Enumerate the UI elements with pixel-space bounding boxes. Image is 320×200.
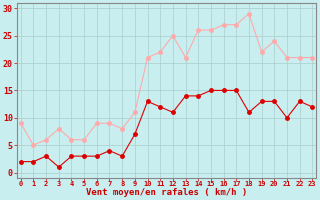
X-axis label: Vent moyen/en rafales ( km/h ): Vent moyen/en rafales ( km/h ) — [86, 188, 247, 197]
